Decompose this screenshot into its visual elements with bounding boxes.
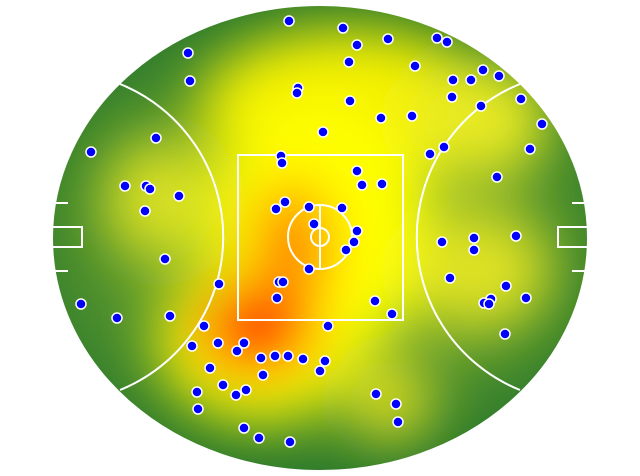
point: [376, 178, 388, 190]
point: [269, 350, 281, 362]
point: [257, 369, 269, 381]
point: [111, 312, 123, 324]
point: [390, 398, 402, 410]
point: [144, 183, 156, 195]
point: [303, 201, 315, 213]
point: [231, 345, 243, 357]
point: [297, 353, 309, 365]
point: [438, 141, 450, 153]
point: [303, 263, 315, 275]
point: [475, 100, 487, 112]
point: [159, 253, 171, 265]
point: [184, 75, 196, 87]
point: [340, 244, 352, 256]
point: [182, 47, 194, 59]
point: [75, 298, 87, 310]
point: [515, 93, 527, 105]
point: [351, 39, 363, 51]
point: [499, 328, 511, 340]
point: [238, 337, 250, 349]
point: [314, 365, 326, 377]
point: [238, 422, 250, 434]
point: [536, 118, 548, 130]
point: [164, 310, 176, 322]
point: [520, 292, 532, 304]
point: [212, 337, 224, 349]
point: [279, 196, 291, 208]
point: [348, 236, 360, 248]
point: [431, 32, 443, 44]
point: [351, 225, 363, 237]
point: [344, 95, 356, 107]
point: [351, 165, 363, 177]
point: [392, 416, 404, 428]
point: [271, 292, 283, 304]
point: [444, 272, 456, 284]
point: [524, 143, 536, 155]
point: [386, 308, 398, 320]
point: [468, 244, 480, 256]
point: [424, 148, 436, 160]
point: [500, 280, 512, 292]
point: [139, 205, 151, 217]
point: [186, 340, 198, 352]
point: [477, 64, 489, 76]
point: [85, 146, 97, 158]
point: [173, 190, 185, 202]
point: [319, 355, 331, 367]
point: [382, 33, 394, 45]
point: [409, 60, 421, 72]
point: [213, 278, 225, 290]
point: [441, 36, 453, 48]
point: [270, 203, 282, 215]
point: [370, 388, 382, 400]
point: [447, 74, 459, 86]
point: [204, 362, 216, 374]
point: [406, 110, 418, 122]
point: [369, 295, 381, 307]
point: [283, 15, 295, 27]
point: [356, 179, 368, 191]
point: [322, 320, 334, 332]
point: [308, 218, 320, 230]
point: [150, 132, 162, 144]
point: [483, 298, 495, 310]
point: [284, 436, 296, 448]
point: [253, 432, 265, 444]
point: [255, 352, 267, 364]
point: [337, 22, 349, 34]
point: [491, 171, 503, 183]
point: [336, 202, 348, 214]
point: [446, 91, 458, 103]
point: [317, 126, 329, 138]
point: [217, 379, 229, 391]
point: [230, 389, 242, 401]
point: [276, 157, 288, 169]
point: [510, 230, 522, 242]
point: [375, 112, 387, 124]
point: [465, 74, 477, 86]
point: [343, 56, 355, 68]
point: [282, 350, 294, 362]
point: [240, 384, 252, 396]
point: [119, 180, 131, 192]
point: [468, 232, 480, 244]
point: [436, 236, 448, 248]
point: [291, 87, 303, 99]
point: [191, 386, 203, 398]
point: [198, 320, 210, 332]
point: [277, 276, 289, 288]
point: [192, 403, 204, 415]
point: [493, 70, 505, 82]
